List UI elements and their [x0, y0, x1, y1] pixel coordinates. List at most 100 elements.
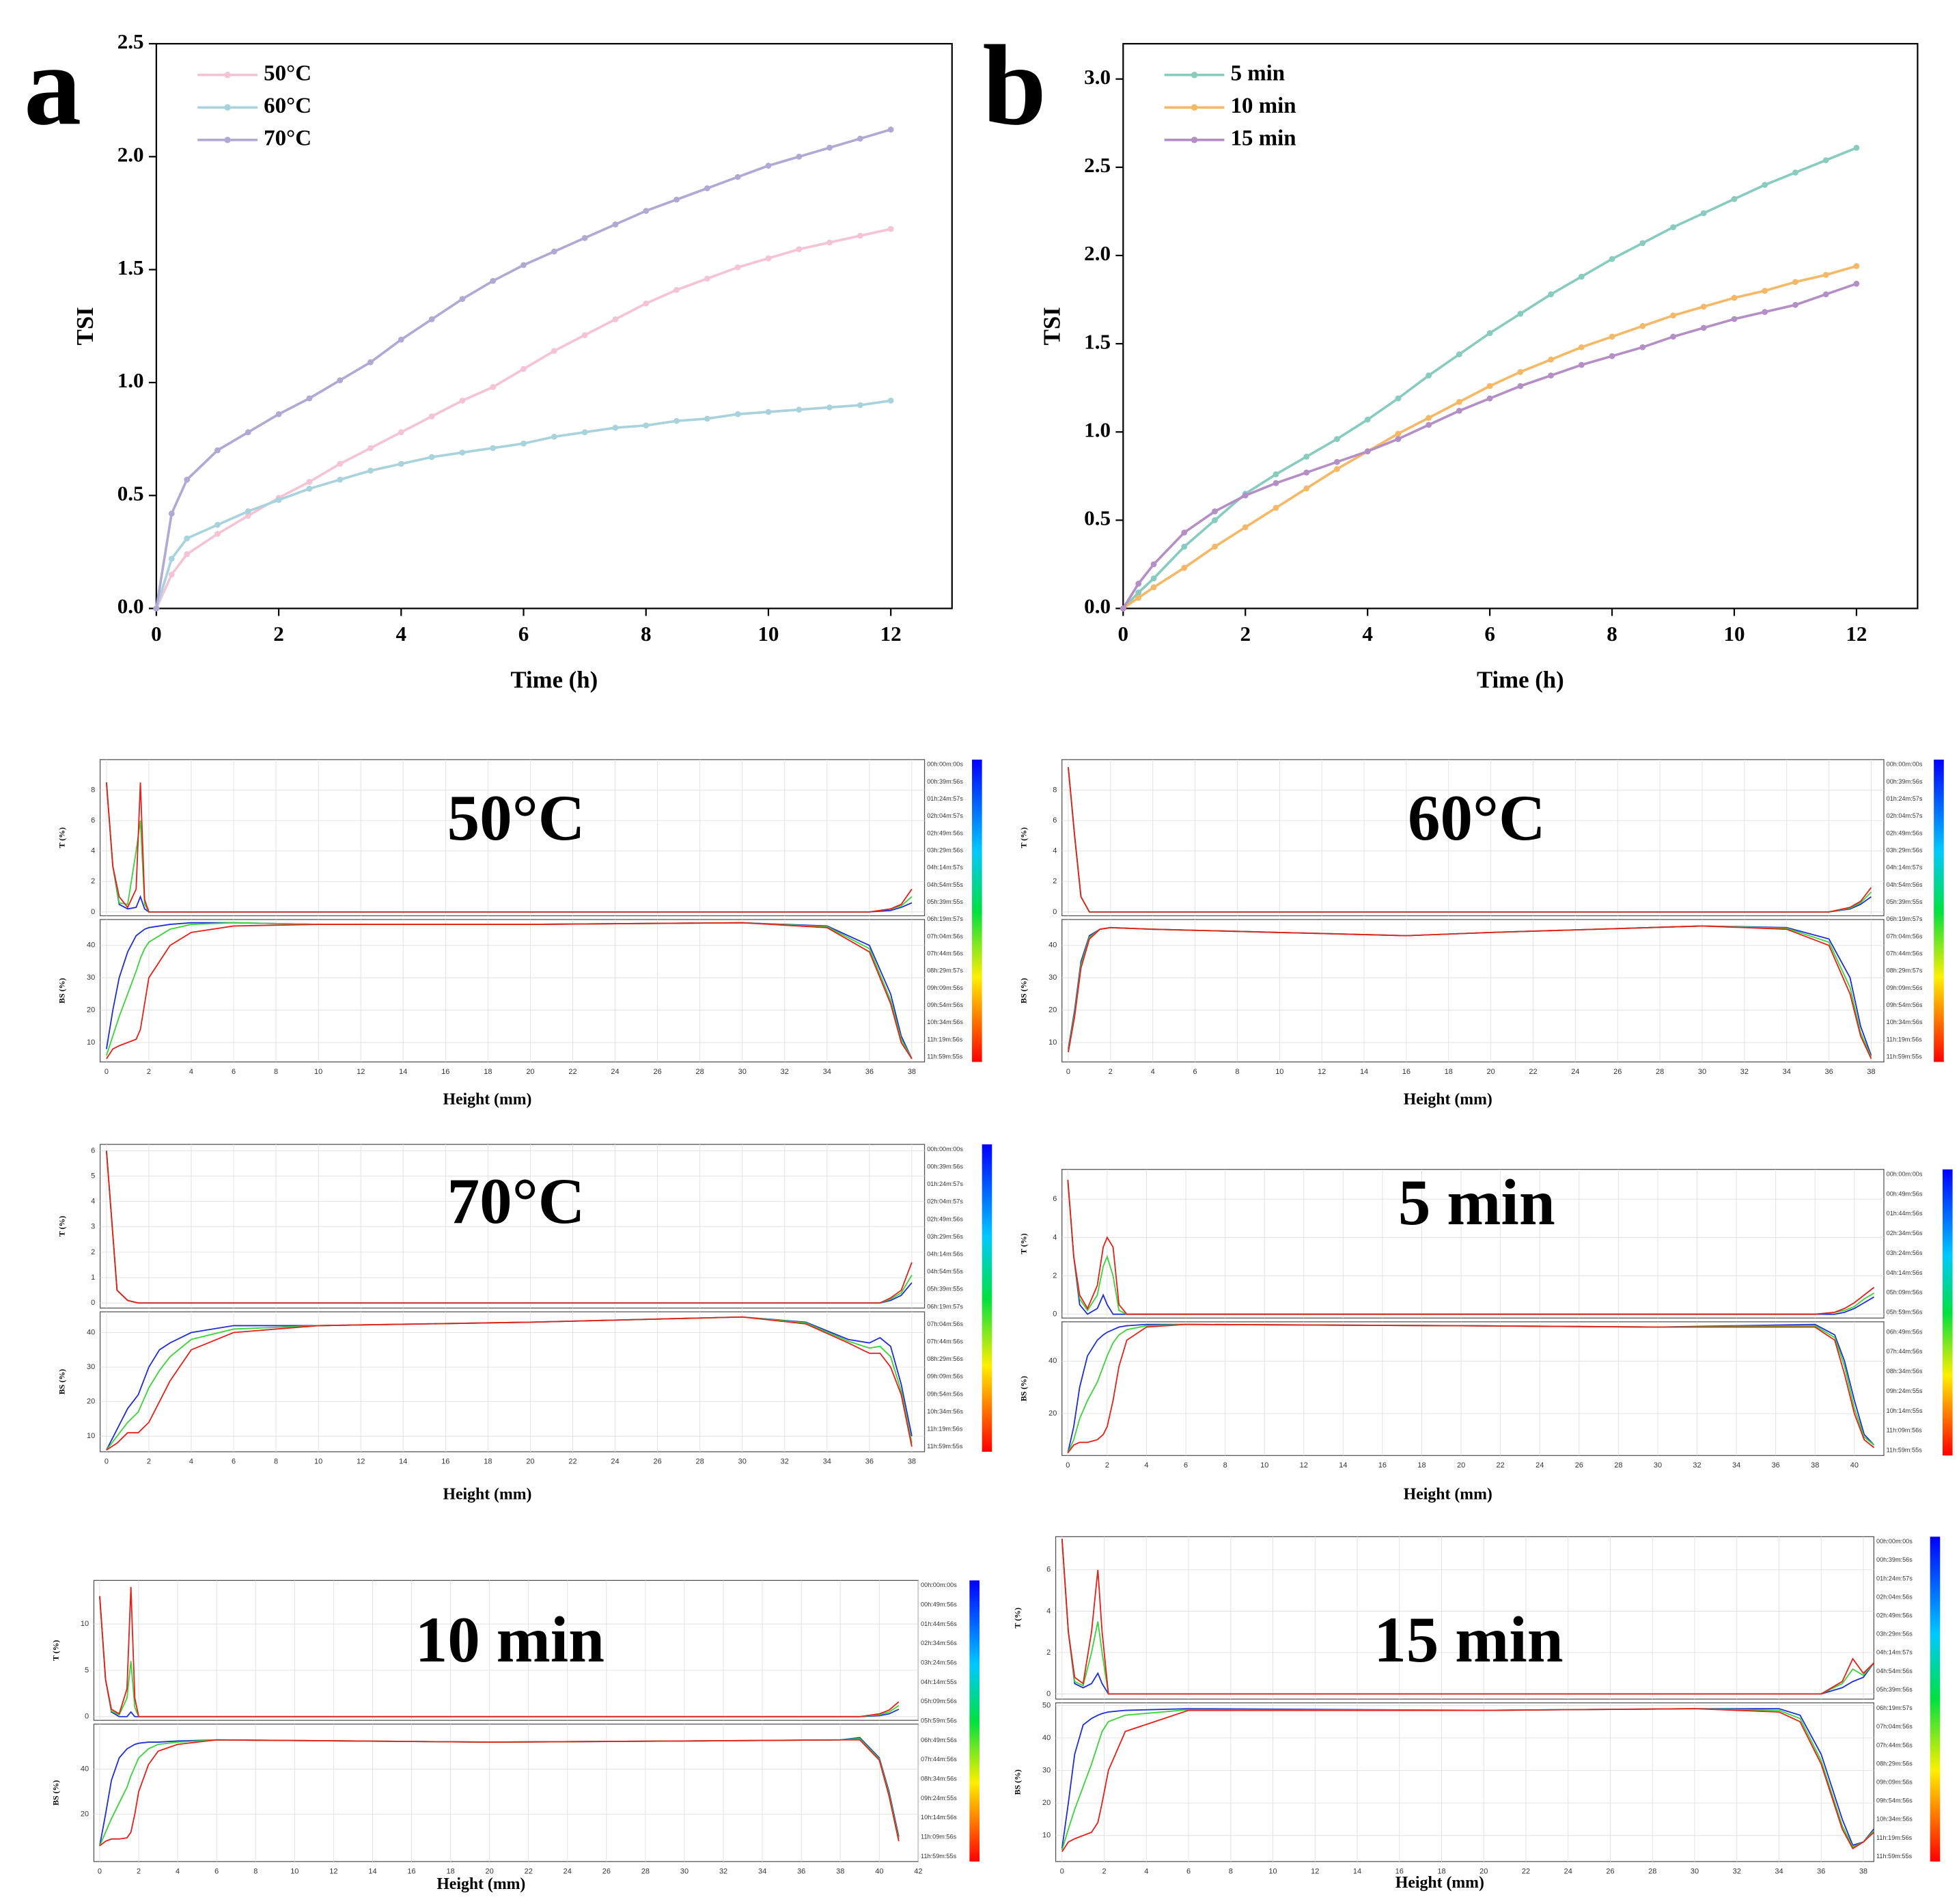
legend-marker [1191, 71, 1198, 79]
data-point [1517, 369, 1524, 375]
x-tick-label: 2 [1240, 622, 1251, 646]
subplot-frame [1061, 759, 1885, 917]
colorbar-label: 09h:09m:56s [1876, 1778, 1913, 1785]
data-point [1303, 469, 1310, 476]
data-point [1639, 344, 1646, 350]
colorbar-label: 08h:29m:56s [1876, 1760, 1913, 1767]
data-point [1273, 504, 1279, 511]
data-point [887, 398, 894, 404]
data-point [673, 287, 680, 293]
y-tick-label: 4 [1053, 847, 1057, 855]
colorbar-label: 01h:44m:56s [921, 1620, 957, 1627]
data-point [581, 332, 588, 338]
x-tick-label: 34 [1783, 1068, 1791, 1076]
x-tick-label: 2 [1109, 1068, 1113, 1076]
x-tick-label: 16 [407, 1867, 415, 1875]
x-tick-label: 14 [399, 1458, 407, 1466]
data-point [459, 398, 466, 404]
subplot-frame [93, 1579, 919, 1721]
panel-title: 70°C [447, 1165, 585, 1237]
x-tick-label: 0 [1118, 622, 1129, 646]
data-point [551, 248, 557, 255]
subplot-frame [99, 759, 926, 917]
y-tick-label: 40 [1048, 941, 1057, 950]
colorbar-label: 05h:09m:56s [1887, 1289, 1923, 1296]
data-point [612, 424, 619, 431]
y-tick-label: 2 [1053, 1271, 1057, 1280]
colorbar-label: 00h:49m:56s [1887, 1190, 1923, 1197]
x-tick-label: 12 [357, 1458, 365, 1466]
x-tick-label: 36 [1824, 1068, 1833, 1076]
data-point [1853, 145, 1860, 151]
x-tick-label: 6 [1193, 1068, 1197, 1076]
x-tick-label: 40 [875, 1867, 883, 1875]
data-point [184, 535, 191, 542]
colorbar-label: 01h:44m:56s [1887, 1210, 1923, 1217]
x-tick-label: 22 [1497, 1461, 1505, 1470]
colorbar-label: 02h:34m:56s [1887, 1230, 1923, 1237]
data-point [275, 411, 282, 417]
x-tick-label: 30 [680, 1867, 689, 1875]
y-axis-label: BS (%) [1012, 1769, 1022, 1795]
data-point [1670, 312, 1676, 319]
colorbar-label: 00h:00m:00s [921, 1582, 957, 1588]
data-point [1792, 279, 1798, 286]
colorbar-label: 11h:59m:55s [927, 1443, 963, 1450]
colorbar-label: 01h:24m:57s [927, 1181, 963, 1187]
x-tick-label: 30 [1691, 1867, 1699, 1875]
x-tick-label: 28 [1614, 1461, 1622, 1470]
profile-curve [1068, 925, 1872, 1060]
x-tick-label: 34 [758, 1867, 766, 1875]
x-tick-label: 16 [1402, 1068, 1411, 1076]
data-point [1853, 263, 1860, 269]
y-tick-label: 30 [1048, 974, 1057, 982]
colorbar-label: 02h:04m:57s [1887, 812, 1923, 819]
x-tick-label: 26 [602, 1867, 611, 1875]
y-axis-label: BS (%) [57, 1369, 66, 1394]
x-tick-label: 32 [1733, 1867, 1741, 1875]
y-tick-label: 2.5 [1084, 153, 1111, 177]
y-tick-label: 2.0 [1084, 241, 1111, 265]
legend-label: 70°C [264, 126, 311, 150]
plot-frame [1122, 42, 1919, 609]
data-point [1303, 454, 1310, 460]
colorbar-label: 10h:34m:56s [927, 1019, 963, 1025]
y-tick-label: 0 [1053, 908, 1057, 916]
colorbar-label: 07h:44m:56s [921, 1756, 957, 1763]
colorbar-label: 00h:00m:00s [1887, 1170, 1923, 1177]
y-tick-label: 1.5 [1084, 329, 1111, 353]
legend-marker [224, 71, 231, 79]
x-tick-label: 6 [1484, 622, 1495, 646]
x-tick-label: 28 [696, 1068, 704, 1076]
data-point [581, 234, 588, 241]
x-axis-label: Time (h) [1477, 666, 1564, 693]
profile-curve [105, 782, 913, 913]
x-tick-label: 38 [1811, 1461, 1819, 1470]
x-tick-label: 30 [1698, 1068, 1706, 1076]
y-tick-label: 50 [1042, 1701, 1051, 1709]
x-tick-label: 24 [564, 1867, 572, 1875]
x-tick-label: 26 [1575, 1461, 1583, 1470]
colorbar-label: 09h:54m:56s [927, 1390, 963, 1397]
colorbar-label: 09h:24m:55s [1887, 1388, 1923, 1394]
x-tick-label: 0 [105, 1458, 109, 1466]
data-point [1609, 333, 1615, 340]
x-tick-label: 38 [908, 1458, 916, 1466]
data-point [551, 348, 557, 355]
y-tick-label: 40 [87, 1328, 95, 1336]
colorbar-label: 05h:59m:56s [1887, 1309, 1923, 1316]
profile-curve [1067, 1323, 1875, 1453]
x-tick-label: 18 [1437, 1867, 1445, 1875]
data-point [796, 406, 803, 413]
x-tick-label: 20 [526, 1068, 534, 1076]
y-tick-label: 20 [81, 1810, 89, 1818]
data-point [1548, 291, 1554, 298]
colorbar-label: 02h:04m:57s [927, 1198, 963, 1205]
x-tick-label: 10 [1723, 622, 1745, 646]
subplot-frame [1061, 1169, 1885, 1319]
x-tick-label: 32 [1740, 1068, 1749, 1076]
colorbar-label: 07h:44m:56s [1887, 1348, 1923, 1355]
data-point [1395, 430, 1402, 437]
colorbar-label: 03h:29m:56s [927, 1233, 963, 1240]
